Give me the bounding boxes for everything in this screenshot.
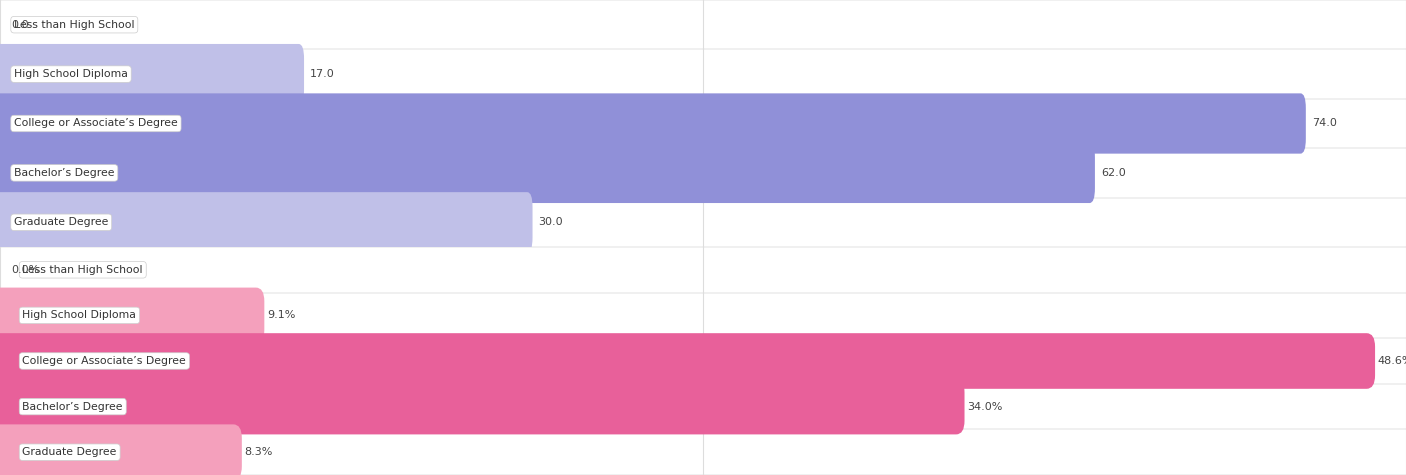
- FancyBboxPatch shape: [0, 379, 965, 435]
- Bar: [0, 430, 1406, 474]
- Bar: [0, 248, 1406, 292]
- Text: High School Diploma: High School Diploma: [22, 310, 136, 321]
- Text: Less than High School: Less than High School: [22, 265, 143, 275]
- Text: 17.0: 17.0: [311, 69, 335, 79]
- FancyBboxPatch shape: [0, 94, 1306, 153]
- Text: 30.0: 30.0: [538, 217, 564, 228]
- Text: 48.6%: 48.6%: [1378, 356, 1406, 366]
- Bar: [0, 149, 1406, 197]
- Bar: [0, 339, 1406, 383]
- Bar: [0, 50, 1406, 98]
- Text: College or Associate’s Degree: College or Associate’s Degree: [22, 356, 186, 366]
- Text: Bachelor’s Degree: Bachelor’s Degree: [14, 168, 114, 178]
- Text: Graduate Degree: Graduate Degree: [22, 447, 117, 457]
- Text: 8.3%: 8.3%: [245, 447, 273, 457]
- FancyBboxPatch shape: [0, 424, 242, 475]
- Text: College or Associate’s Degree: College or Associate’s Degree: [14, 118, 177, 129]
- Text: Bachelor’s Degree: Bachelor’s Degree: [22, 401, 122, 412]
- FancyBboxPatch shape: [0, 143, 1095, 203]
- Bar: [0, 199, 1406, 246]
- FancyBboxPatch shape: [0, 192, 533, 252]
- Text: 0.0%: 0.0%: [11, 265, 39, 275]
- Text: Less than High School: Less than High School: [14, 19, 135, 30]
- FancyBboxPatch shape: [0, 333, 1375, 389]
- Text: 0.0: 0.0: [11, 19, 30, 30]
- Bar: [0, 385, 1406, 428]
- Bar: [0, 100, 1406, 147]
- Text: 74.0: 74.0: [1312, 118, 1337, 129]
- FancyBboxPatch shape: [0, 44, 304, 104]
- Text: 62.0: 62.0: [1101, 168, 1126, 178]
- Text: Graduate Degree: Graduate Degree: [14, 217, 108, 228]
- Text: 9.1%: 9.1%: [267, 310, 295, 321]
- Text: High School Diploma: High School Diploma: [14, 69, 128, 79]
- Bar: [0, 1, 1406, 48]
- Text: 34.0%: 34.0%: [967, 401, 1002, 412]
- FancyBboxPatch shape: [0, 287, 264, 343]
- Bar: [0, 294, 1406, 337]
